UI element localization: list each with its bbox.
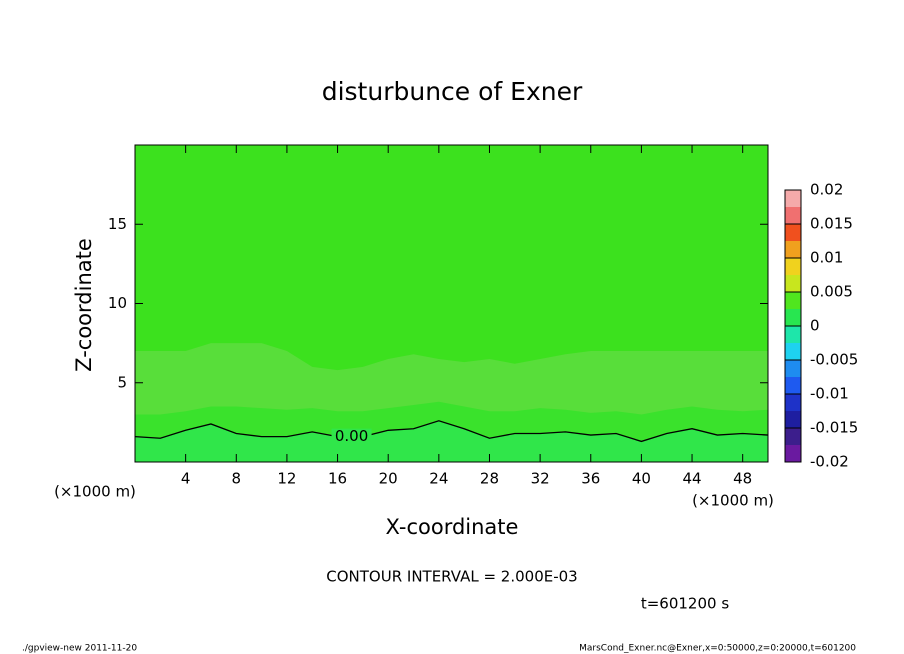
x-tick-label: 36 (581, 470, 600, 488)
x-tick-label: 24 (429, 470, 448, 488)
footer-right: MarsCond_Exner.nc@Exner,x=0:50000,z=0:20… (579, 644, 856, 654)
y-unit: (×1000 m) (54, 483, 136, 501)
colorbar-segment (785, 309, 801, 326)
colorbar-segment (785, 394, 801, 411)
x-tick-label: 4 (181, 470, 191, 488)
colorbar-segment (785, 326, 801, 343)
colorbar-tick-label: -0.005 (810, 351, 858, 369)
colorbar-segment (785, 275, 801, 292)
y-tick-label: 5 (117, 373, 127, 391)
x-tick-label: 32 (531, 470, 550, 488)
contour-label-gap (331, 428, 372, 445)
x-tick-label: 40 (632, 470, 651, 488)
footer-left: ./gpview-new 2011-11-20 (22, 644, 137, 654)
colorbar-tick-label: -0.01 (810, 385, 849, 403)
colorbar-segment (785, 258, 801, 275)
colorbar-tick-label: 0.01 (810, 249, 843, 267)
y-axis-label: Z-coordinate (72, 238, 96, 372)
time-label: t=601200 s (641, 595, 729, 613)
colorbar-tick-label: 0.015 (810, 215, 853, 233)
contour-line (134, 420, 769, 443)
colorbar-segment (785, 360, 801, 377)
x-axis-label: X-coordinate (386, 515, 519, 539)
x-tick-label: 28 (480, 470, 499, 488)
x-tick-label: 8 (232, 470, 242, 488)
colorbar-segment (785, 445, 801, 462)
contour-interval: CONTOUR INTERVAL = 2.000E-03 (326, 568, 577, 586)
colorbar-tick-label: -0.02 (810, 453, 849, 471)
colorbar-segment (785, 207, 801, 224)
fill-below-contour (135, 420, 768, 462)
colorbar-tick-label: 0.005 (810, 283, 853, 301)
x-tick-label: 20 (379, 470, 398, 488)
x-tick-label: 12 (277, 470, 296, 488)
colorbar-tick-label: 0.02 (810, 181, 843, 199)
colorbar-segment (785, 224, 801, 241)
colorbar-segment (785, 343, 801, 360)
x-unit: (×1000 m) (692, 492, 774, 510)
colorbar-segment (785, 241, 801, 258)
contour-label: 0.00 (335, 427, 368, 445)
colorbar-tick-label: -0.015 (810, 419, 858, 437)
colorbar-segment (785, 292, 801, 309)
x-tick-label: 16 (328, 470, 347, 488)
colorbar-segment (785, 411, 801, 428)
colorbar-segment (785, 190, 801, 207)
x-tick-label: 48 (733, 470, 752, 488)
colorbar-segment (785, 428, 801, 445)
colorbar-segment (785, 377, 801, 394)
chart-title: disturbunce of Exner (322, 77, 583, 106)
y-tick-label: 15 (108, 215, 127, 233)
colorbar-tick-label: 0 (810, 317, 820, 335)
x-tick-label: 44 (682, 470, 701, 488)
y-tick-label: 10 (108, 294, 127, 312)
